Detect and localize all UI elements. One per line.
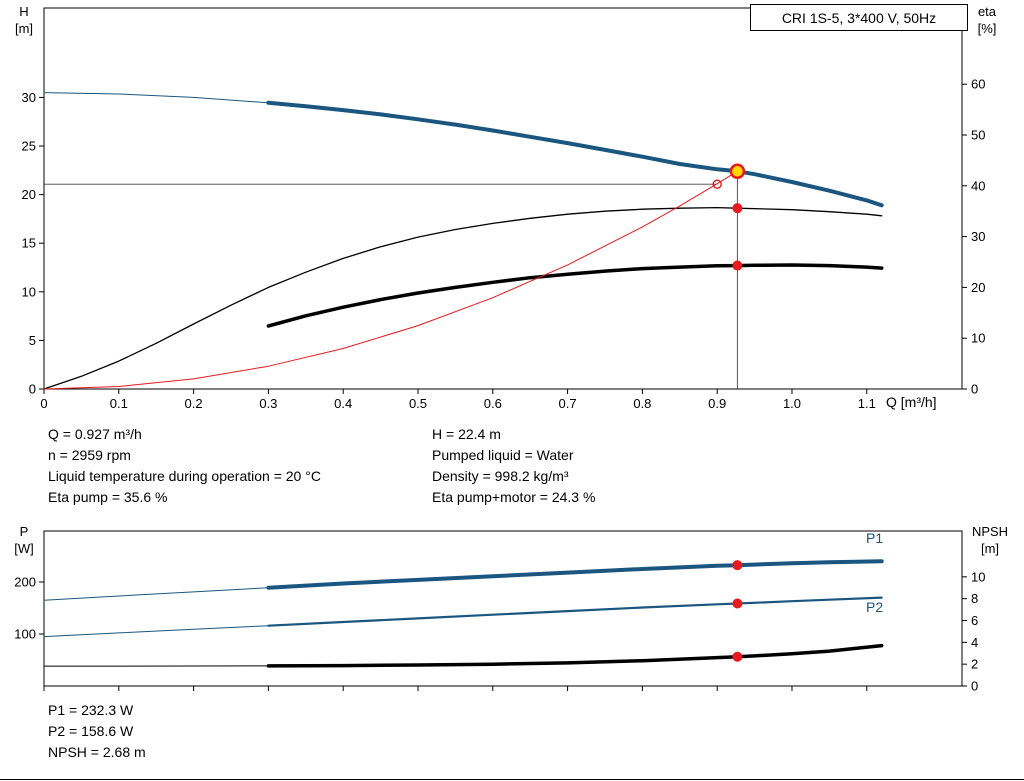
h-axis-unit: [m] — [14, 21, 34, 36]
p2-point — [732, 598, 743, 609]
plot-border — [43, 530, 963, 687]
y-right-tick-label: 20 — [971, 280, 985, 295]
q-axis-label: Q [m³/h] — [886, 394, 937, 410]
y-left-tick-label: 5 — [29, 333, 36, 348]
p-axis-title: P [W] — [4, 523, 44, 557]
y-left-tick-label: 25 — [22, 139, 36, 154]
eta-axis-title: eta [%] — [964, 3, 1010, 37]
series-p1-curve-inlet — [43, 587, 269, 601]
y-right-tick-label: 4 — [971, 635, 978, 650]
y-right-tick-label: 2 — [971, 657, 978, 672]
x-tick-label: 1.0 — [783, 396, 801, 411]
x-tick-label: 0.4 — [334, 396, 352, 411]
duty-info-left: Q = 0.927 m³/h n = 2959 rpm Liquid tempe… — [48, 424, 321, 508]
y-left-tick-label: 200 — [14, 574, 36, 589]
eta-axis-unit: [%] — [977, 21, 997, 36]
y-right-tick-label: 50 — [971, 128, 985, 143]
y-left-tick-label: 0 — [29, 382, 36, 397]
info-npsh: NPSH = 2.68 m — [48, 744, 146, 760]
y-left-tick-label: 10 — [22, 284, 36, 299]
y-right-tick-label: 10 — [971, 331, 985, 346]
y-right-tick-label: 30 — [971, 229, 985, 244]
info-p2: P2 = 158.6 W — [48, 723, 134, 739]
info-head: H = 22.4 m — [432, 426, 501, 442]
series-eta-pump-curve — [43, 206, 883, 390]
series-npsh-curve — [266, 643, 884, 668]
series-eta-pump-motor-curve — [266, 263, 884, 328]
power-npsh-chart: 100 200 0 2 4 6 8 10 — [14, 530, 985, 694]
y-left-tick-label: 15 — [22, 236, 36, 251]
chart-title-box: CRI 1S-5, 3*400 V, 50Hz — [750, 4, 968, 31]
y-right-tick-label: 40 — [971, 178, 985, 193]
x-tick-label: 0.1 — [110, 396, 128, 411]
y-right-tick-label: 6 — [971, 613, 978, 628]
y-right-tick-label: 0 — [971, 679, 978, 694]
x-tick-label: 0.3 — [259, 396, 277, 411]
x-tick-label: 0.2 — [185, 396, 203, 411]
p-axis-symbol: P — [19, 524, 29, 539]
hq-eta-chart: 0 0.1 0.2 0.3 0.4 0.5 0.6 0.7 0.8 0.9 1.0 1.1 0 5 10 15… — [22, 7, 985, 411]
y-right-tick-label: 10 — [971, 569, 985, 584]
h-axis-title: H [m] — [4, 3, 44, 37]
y-left-tick-label: 20 — [22, 187, 36, 202]
x-tick-label: 0 — [40, 396, 47, 411]
p1-point — [732, 560, 743, 571]
x-tick-label: 1.1 — [858, 396, 876, 411]
x-tick-label: 0.8 — [633, 396, 651, 411]
power-info: P1 = 232.3 W P2 = 158.6 W NPSH = 2.68 m — [48, 700, 146, 763]
series-p2-curve-inlet — [43, 625, 269, 638]
y-right-tick-label: 8 — [971, 591, 978, 606]
info-p1: P1 = 232.3 W — [48, 702, 134, 718]
eta-axis-symbol: eta — [977, 4, 997, 19]
npsh-point — [732, 651, 743, 662]
series-system-curve — [43, 170, 738, 390]
npsh-axis-symbol: NPSH — [971, 524, 1009, 539]
y-right-tick-label: 60 — [971, 77, 985, 92]
eta-pump-motor-point — [732, 260, 743, 271]
duty-info-right: H = 22.4 m Pumped liquid = Water Density… — [432, 424, 595, 508]
h-axis-symbol: H — [19, 4, 29, 19]
info-eta-pump-motor: Eta pump+motor = 24.3 % — [432, 489, 596, 505]
series-p2-curve — [267, 596, 883, 627]
info-pumped-liquid: Pumped liquid = Water — [432, 447, 574, 463]
y-left-tick-label: 30 — [22, 90, 36, 105]
series-p1-curve — [266, 559, 884, 590]
p-axis-unit: [W] — [14, 541, 34, 556]
info-flow: Q = 0.927 m³/h — [48, 426, 142, 442]
info-density: Density = 998.2 kg/m³ — [432, 468, 569, 484]
x-tick-label: 0.6 — [484, 396, 502, 411]
info-eta-pump: Eta pump = 35.6 % — [48, 489, 168, 505]
npsh-axis-unit: [m] — [980, 541, 1000, 556]
x-tick-label: 0.9 — [708, 396, 726, 411]
series-qh-curve-inlet — [43, 92, 269, 104]
series-qh-curve — [266, 100, 884, 208]
chart-title: CRI 1S-5, 3*400 V, 50Hz — [781, 9, 937, 26]
duty-point — [729, 163, 746, 180]
x-tick-label: 0.5 — [409, 396, 427, 411]
npsh-axis-title: NPSH [m] — [962, 523, 1018, 557]
eta-pump-point — [732, 203, 743, 214]
y-left-tick-label: 100 — [14, 626, 36, 641]
p1-series-label: P1 — [866, 530, 884, 546]
p2-series-label: P2 — [866, 599, 884, 615]
x-tick-label: 0.7 — [559, 396, 577, 411]
info-liquid-temperature: Liquid temperature during operation = 20… — [48, 468, 321, 484]
rated-flow-point — [712, 179, 722, 189]
info-speed: n = 2959 rpm — [48, 447, 131, 463]
plot-border — [43, 7, 963, 390]
y-right-tick-label: 0 — [971, 382, 978, 397]
bottom-divider — [0, 779, 1024, 780]
